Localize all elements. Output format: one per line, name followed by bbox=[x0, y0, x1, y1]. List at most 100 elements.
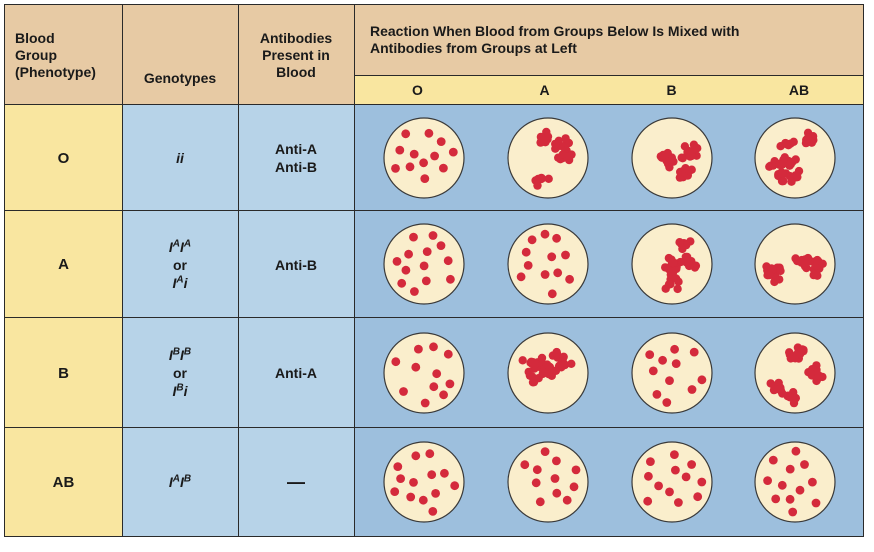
red-blood-cell bbox=[808, 477, 817, 487]
reaction-dish-a-ab-agglutinated bbox=[754, 223, 836, 305]
red-blood-cell bbox=[436, 137, 446, 146]
dish-circle bbox=[383, 441, 465, 523]
grid-line bbox=[5, 317, 863, 318]
red-blood-cell bbox=[766, 379, 775, 388]
red-blood-cell bbox=[547, 289, 557, 299]
red-blood-cell bbox=[785, 494, 795, 504]
red-blood-cell bbox=[671, 274, 681, 283]
red-blood-cell bbox=[565, 274, 574, 284]
red-blood-cell bbox=[687, 460, 696, 469]
red-blood-cell bbox=[552, 456, 561, 466]
red-blood-cell bbox=[689, 347, 699, 357]
grid-line bbox=[5, 536, 863, 537]
reaction-dish-ab-a-normal bbox=[507, 441, 589, 523]
red-blood-cell bbox=[643, 496, 653, 506]
red-blood-cell bbox=[788, 507, 798, 517]
red-blood-cell bbox=[776, 384, 785, 393]
red-blood-cell bbox=[552, 233, 561, 243]
red-blood-cell bbox=[427, 470, 437, 480]
red-blood-cell bbox=[785, 171, 794, 181]
dish-circle bbox=[383, 117, 465, 199]
red-blood-cell bbox=[567, 359, 576, 368]
red-blood-cell bbox=[401, 129, 411, 139]
row-a-group: A bbox=[5, 211, 122, 318]
red-blood-cell bbox=[523, 261, 533, 270]
red-blood-cell bbox=[678, 244, 687, 254]
red-blood-cell bbox=[529, 377, 539, 387]
red-blood-cell bbox=[411, 362, 421, 372]
red-blood-cell bbox=[765, 270, 774, 280]
red-blood-cell bbox=[424, 128, 434, 138]
red-blood-cell bbox=[431, 489, 440, 498]
red-blood-cell bbox=[525, 371, 535, 380]
red-blood-cell bbox=[777, 169, 787, 178]
red-blood-cell bbox=[404, 249, 413, 259]
row-b-antibodies: Anti-A bbox=[238, 318, 354, 428]
row-ab-antibodies: — bbox=[238, 428, 354, 536]
red-blood-cell bbox=[538, 135, 548, 144]
subheader-o: O bbox=[354, 75, 481, 105]
red-blood-cell bbox=[791, 254, 800, 263]
reaction-dish-b-b-normal bbox=[631, 332, 713, 414]
reaction-dish-ab-o-normal bbox=[383, 441, 465, 523]
red-blood-cell bbox=[421, 276, 431, 286]
red-blood-cell bbox=[777, 160, 787, 169]
reaction-dish-ab-b-normal bbox=[631, 441, 713, 523]
grid-line bbox=[5, 210, 863, 211]
red-blood-cell bbox=[414, 344, 423, 354]
red-blood-cell bbox=[654, 481, 663, 491]
row-ab-genotype: IAIB bbox=[122, 428, 238, 536]
grid-line bbox=[4, 4, 5, 537]
red-blood-cell bbox=[791, 446, 801, 456]
red-blood-cell bbox=[668, 258, 678, 267]
red-blood-cell bbox=[537, 353, 547, 363]
red-blood-cell bbox=[429, 382, 439, 392]
red-blood-cell bbox=[518, 356, 527, 365]
red-blood-cell bbox=[659, 150, 668, 160]
red-blood-cell bbox=[776, 266, 785, 276]
red-blood-cell bbox=[516, 272, 526, 282]
red-blood-cell bbox=[432, 369, 442, 379]
red-blood-cell bbox=[796, 349, 805, 359]
red-blood-cell bbox=[803, 134, 812, 143]
red-blood-cell bbox=[443, 349, 453, 359]
red-blood-cell bbox=[439, 390, 448, 400]
row-b-genotype: IBIB or IBi bbox=[122, 318, 238, 428]
red-blood-cell bbox=[419, 261, 429, 271]
reaction-dish-o-a-agglutinated bbox=[507, 117, 589, 199]
subheader-a: A bbox=[481, 75, 608, 105]
grid-line bbox=[863, 4, 864, 537]
red-blood-cell bbox=[391, 164, 400, 173]
red-blood-cell bbox=[411, 451, 421, 461]
reaction-dish-a-a-normal bbox=[507, 223, 589, 305]
red-blood-cell bbox=[409, 478, 418, 487]
red-blood-cell bbox=[665, 376, 674, 385]
red-blood-cell bbox=[428, 231, 438, 240]
reaction-dish-b-ab-agglutinated bbox=[754, 332, 836, 414]
row-o-group: O bbox=[5, 105, 122, 211]
dish-circle bbox=[507, 223, 589, 305]
red-blood-cell bbox=[785, 464, 795, 474]
red-blood-cell bbox=[520, 460, 530, 470]
red-blood-cell bbox=[681, 472, 691, 482]
red-blood-cell bbox=[562, 495, 572, 505]
dish-circle bbox=[631, 332, 713, 414]
row-a-genotype: IAIA or IAi bbox=[122, 211, 238, 318]
grid-line bbox=[354, 75, 863, 76]
red-blood-cell bbox=[396, 474, 405, 483]
grid-line bbox=[122, 4, 123, 537]
reaction-dish-o-ab-agglutinated bbox=[754, 117, 836, 199]
red-blood-cell bbox=[785, 161, 794, 170]
red-blood-cell bbox=[671, 359, 681, 368]
red-blood-cell bbox=[530, 359, 539, 369]
red-blood-cell bbox=[801, 259, 810, 268]
grid-line bbox=[238, 4, 239, 537]
row-ab-group: AB bbox=[5, 428, 122, 536]
red-blood-cell bbox=[670, 450, 679, 459]
red-blood-cell bbox=[781, 139, 791, 148]
red-blood-cell bbox=[405, 162, 415, 172]
red-blood-cell bbox=[771, 494, 781, 504]
red-blood-cell bbox=[531, 478, 541, 488]
header-antibodies: Antibodies Present in Blood bbox=[238, 5, 354, 105]
red-blood-cell bbox=[685, 166, 694, 176]
